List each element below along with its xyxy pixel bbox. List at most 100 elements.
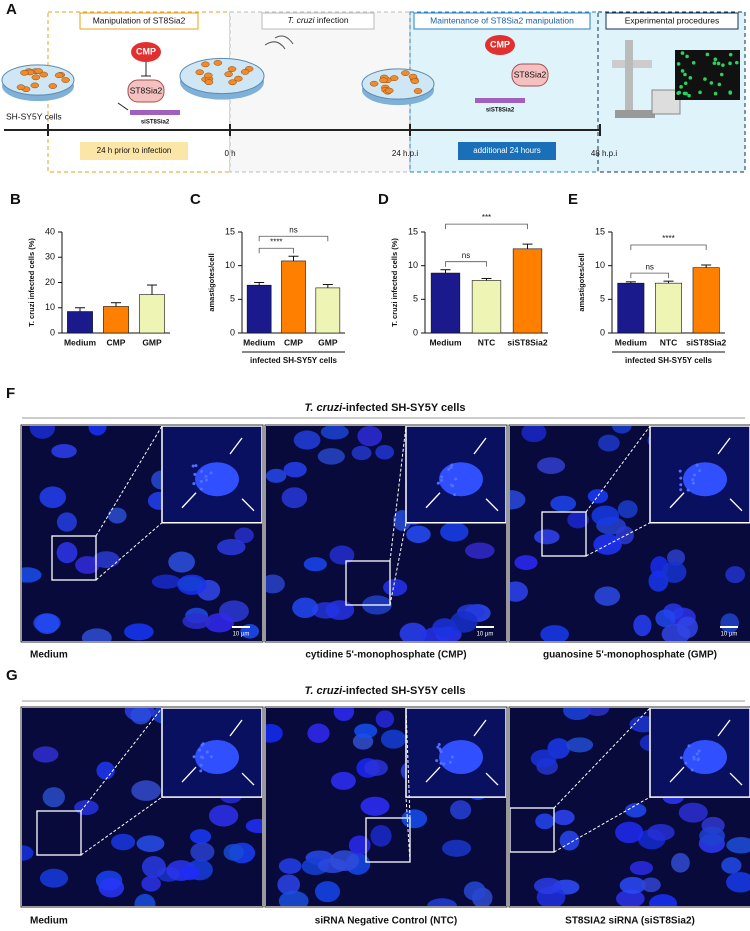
enzyme-label: ST8Sia2 <box>130 85 163 95</box>
nucleus <box>348 835 371 856</box>
nucleus <box>619 876 646 894</box>
x-tick-label: GMP <box>318 337 338 347</box>
cell <box>401 70 410 76</box>
group-label: infected SH-SY5Y cells <box>250 356 338 365</box>
micrograph <box>266 708 506 906</box>
nucleus <box>131 780 161 801</box>
step-label: additional 24 hours <box>473 146 541 155</box>
phase-title: T. cruzi infection <box>287 15 348 25</box>
x-tick-label: Medium <box>64 337 97 347</box>
significance-bracket <box>445 261 487 267</box>
nucleus <box>234 527 254 544</box>
bar <box>103 306 129 334</box>
cell <box>369 80 379 87</box>
nucleus <box>406 525 431 544</box>
cell <box>385 87 394 94</box>
zoom-line <box>585 426 651 513</box>
zoom-box <box>365 817 411 863</box>
arrow <box>425 492 441 509</box>
cmp-blob <box>131 42 161 62</box>
phase-title-box <box>261 12 375 30</box>
phase-title-box <box>413 12 591 30</box>
y-axis-label: amastigotes/cell <box>577 253 586 311</box>
time-label: 24 h.p.i <box>392 149 418 158</box>
amastigote <box>439 761 443 765</box>
arrow <box>669 492 685 509</box>
time-label: 48 h.p.i <box>591 149 617 158</box>
phase-title: Manipulation of ST8Sia2 <box>93 15 186 25</box>
amastigote <box>679 476 683 480</box>
zoom-line <box>80 708 163 812</box>
bar <box>281 260 306 334</box>
cell <box>224 71 233 78</box>
y-tick-label: 10 <box>408 260 418 270</box>
dot <box>688 76 693 80</box>
y-tick-label: 5 <box>230 294 235 304</box>
dish-top <box>179 57 265 95</box>
zoom-box <box>541 511 587 557</box>
nucleus <box>266 468 287 483</box>
dot <box>713 57 718 62</box>
nucleus <box>442 839 472 857</box>
amastigote <box>690 768 694 772</box>
nucleus <box>333 708 355 722</box>
nucleus <box>587 489 609 504</box>
inset-nucleus <box>439 740 483 775</box>
dot <box>682 91 687 96</box>
dot <box>680 51 685 55</box>
dot <box>717 82 722 87</box>
bar <box>246 284 272 334</box>
x-tick-label: NTC <box>660 337 677 347</box>
amastigote <box>679 488 683 492</box>
x-tick-label: CMP <box>284 337 303 347</box>
dot <box>691 61 696 65</box>
cell <box>410 78 420 85</box>
phase-title-box <box>605 12 739 30</box>
cell <box>389 75 399 81</box>
amastigote <box>205 750 209 754</box>
dot <box>679 85 683 89</box>
cell <box>234 75 243 82</box>
nucleus <box>380 729 407 749</box>
amastigote <box>205 478 209 482</box>
amastigote <box>436 481 440 485</box>
nucleus <box>277 874 301 895</box>
zoom-line <box>80 796 163 856</box>
significance-label: ns <box>289 225 297 234</box>
nucleus <box>179 865 201 881</box>
nucleus <box>56 542 78 564</box>
cmp-label: CMP <box>490 39 510 49</box>
bar <box>692 267 720 334</box>
y-tick-label: 10 <box>595 260 605 270</box>
nucleus <box>399 622 427 641</box>
monitor-dots <box>676 51 739 98</box>
significance-label: ns <box>645 262 653 271</box>
nucleus <box>375 710 395 728</box>
zoom-line <box>389 426 407 562</box>
micrograph <box>510 708 750 906</box>
micrograph: 10 µm <box>22 426 262 641</box>
cell <box>227 66 237 72</box>
phase-title-rest: infection <box>315 15 349 25</box>
amastigote <box>698 469 702 473</box>
nucleus <box>629 860 654 876</box>
nucleus <box>293 430 321 450</box>
bar <box>139 294 165 334</box>
nucleus <box>537 457 566 474</box>
x-tick-label: Medium <box>615 337 648 347</box>
nucleus <box>540 625 569 641</box>
panel-letter: E <box>568 191 578 208</box>
amastigote <box>693 473 697 477</box>
y-tick-label: 20 <box>45 277 55 287</box>
nucleus <box>217 539 246 556</box>
nucleus <box>151 574 181 589</box>
amastigote <box>449 483 453 487</box>
nucleus <box>330 771 356 790</box>
y-tick-label: 0 <box>413 327 418 337</box>
dishes <box>1 57 435 106</box>
cell <box>201 61 210 68</box>
amastigote <box>200 470 204 474</box>
significance-bracket <box>258 247 294 254</box>
dot <box>703 77 707 81</box>
